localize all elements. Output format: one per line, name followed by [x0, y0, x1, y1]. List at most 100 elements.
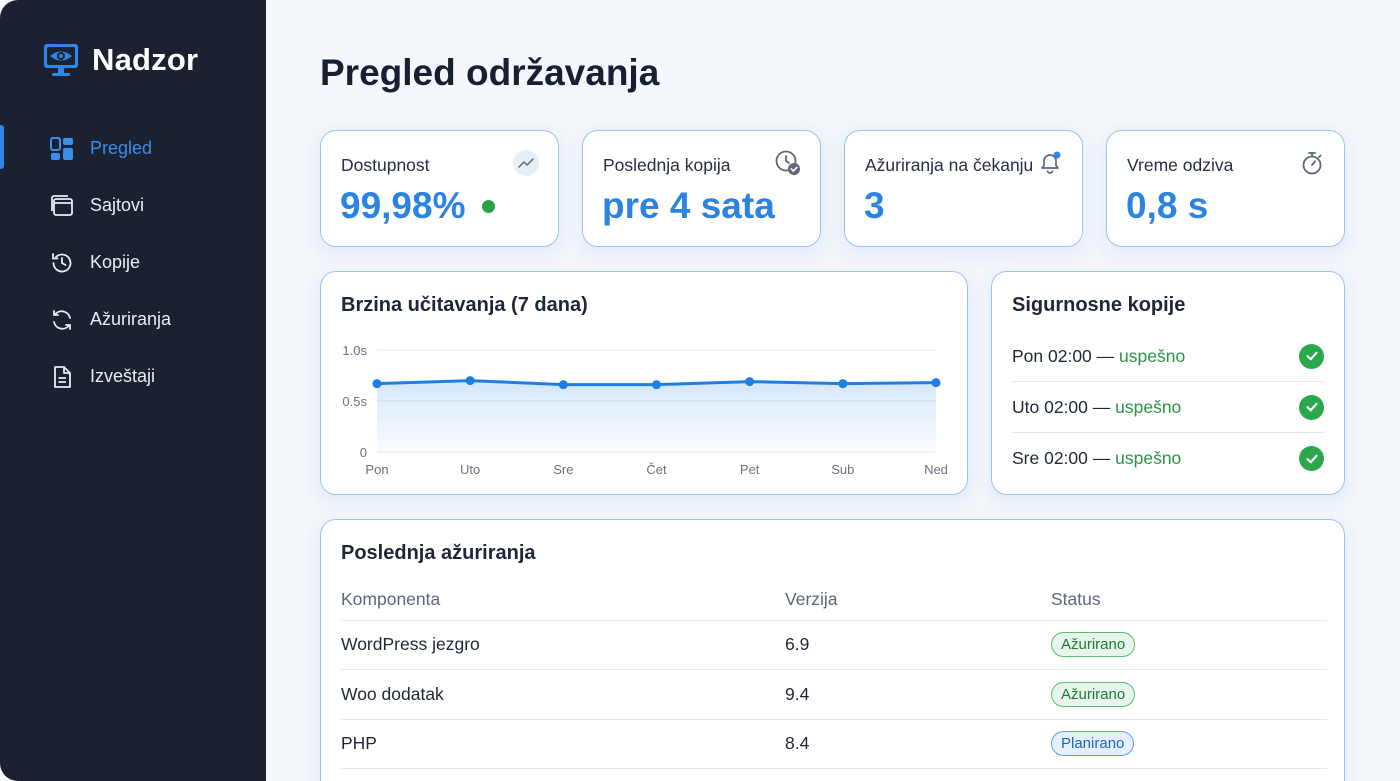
backup-status: uspešno [1115, 448, 1182, 468]
kpi-value: 0,8 s [1126, 185, 1209, 226]
x-tick-label: Uto [460, 462, 480, 477]
data-point [745, 377, 755, 387]
version-cell: 9.4 [785, 669, 1051, 720]
x-tick-label: Pet [740, 462, 760, 477]
chart-title: Brzina učitavanja (7 dana) [341, 294, 588, 316]
windows-icon [50, 194, 74, 218]
kpi-label: Vreme odziva [1127, 155, 1234, 175]
component-cell: Woo dodatak [341, 669, 785, 720]
data-point [931, 378, 941, 388]
kpi-label: Ažuriranja na čekanju [865, 155, 1034, 175]
updates-title: Poslednja ažuriranja [341, 542, 536, 564]
x-tick-label: Ned [924, 462, 948, 477]
y-tick-label: 0 [360, 445, 367, 460]
backup-row[interactable]: Uto 02:00 — uspešno [1012, 382, 1324, 433]
sidebar-item-label: Izveštaji [90, 366, 156, 386]
sidebar-item-azuriranja[interactable]: Ažuriranja [0, 291, 266, 348]
clock-check-icon [774, 149, 802, 177]
sidebar-item-izvestaji[interactable]: Izveštaji [0, 348, 266, 405]
backups-card: Sigurnosne kopije Pon 02:00 — uspešno Ut… [991, 271, 1345, 495]
brand-name: Nadzor [92, 42, 199, 77]
kpi-card-pending-updates: Ažuriranja na čekanju 3 [844, 130, 1083, 247]
status-badge: Ažurirano [1051, 681, 1136, 707]
kpi-value: 3 [864, 185, 885, 226]
sidebar-item-sajtovi[interactable]: Sajtovi [0, 177, 266, 234]
data-point [372, 379, 382, 389]
kpi-label: Dostupnost [341, 155, 430, 175]
status-badge: Ažurirano [1051, 632, 1136, 658]
status-cell: Ažurirano [1051, 620, 1327, 670]
bell-icon [1036, 149, 1064, 177]
kpi-value: pre 4 sata [602, 185, 775, 226]
kpi-label: Poslednja kopija [603, 155, 731, 175]
sidebar-item-label: Ažuriranja [90, 309, 172, 329]
table-row[interactable]: Woo dodatak 9.4 Ažurirano [341, 669, 1327, 720]
component-cell: WordPress jezgro [341, 620, 785, 670]
monitor-eye-icon [44, 44, 78, 76]
y-tick-label: 1.0s [342, 343, 367, 358]
column-header[interactable]: Komponenta [341, 586, 785, 621]
status-badge: Planirano [1051, 731, 1135, 757]
load-chart-card: Brzina učitavanja (7 dana) 0 0.5s 1.0s Pon U… [320, 271, 968, 495]
backup-row[interactable]: Sre 02:00 — uspešno [1012, 433, 1324, 484]
check-icon [1299, 394, 1324, 420]
data-point [652, 380, 661, 390]
kpi-card-last-backup: Poslednja kopija pre 4 sata [582, 130, 821, 247]
backup-time: Uto 02:00 — [1012, 396, 1111, 417]
trend-icon [512, 149, 540, 177]
x-tick-label: Čet [646, 462, 667, 477]
check-icon [1299, 446, 1324, 471]
column-header[interactable]: Verzija [785, 586, 1051, 621]
brand[interactable]: Nadzor [42, 42, 198, 78]
table-row[interactable]: PHP 8.4 Planirano [341, 719, 1327, 769]
load-chart: 0 0.5s 1.0s Pon Uto Sre Čet Pet Sub Ned [342, 343, 948, 477]
table-header-row: Komponenta Verzija Status [341, 586, 1327, 621]
backup-time: Sre 02:00 — [1012, 448, 1111, 468]
backup-text: Uto 02:00 — uspešno [1012, 397, 1181, 418]
version-cell: 6.9 [785, 620, 1051, 670]
status-cell: Planirano [1051, 719, 1327, 769]
check-icon [1299, 343, 1324, 369]
y-tick-label: 0.5s [342, 394, 367, 409]
data-point [558, 380, 568, 390]
sidebar-nav: Pregled Sajtovi [0, 120, 266, 405]
backup-time: Pon 02:00 — [1012, 345, 1115, 366]
stopwatch-icon [1298, 149, 1326, 177]
backup-row[interactable]: Pon 02:00 — uspešno [1012, 331, 1324, 382]
kpi-card-uptime: Dostupnost 99,98% [320, 130, 559, 247]
dashboard-icon [50, 136, 74, 161]
x-tick-label: Sre [553, 462, 573, 477]
refresh-icon [50, 308, 74, 332]
sidebar-item-label: Kopije [90, 252, 141, 272]
sidebar-item-label: Sajtovi [90, 195, 145, 215]
backups-title: Sigurnosne kopije [1012, 294, 1186, 316]
data-point [465, 376, 475, 386]
backup-status: uspešno [1115, 396, 1182, 417]
kpi-value: 99,98% [340, 185, 495, 227]
updates-card: Poslednja ažuriranja Komponenta Verzija … [320, 519, 1345, 781]
x-tick-label: Sub [831, 462, 854, 477]
version-cell: 8.4 [785, 719, 1051, 769]
column-header[interactable]: Status [1051, 586, 1327, 621]
sidebar-item-pregled[interactable]: Pregled [0, 120, 266, 177]
updates-table: Komponenta Verzija Status WordPress jezg… [341, 586, 1327, 769]
data-point [838, 379, 848, 389]
sidebar-item-kopije[interactable]: Kopije [0, 234, 266, 291]
component-cell: PHP [341, 719, 785, 769]
sidebar-item-label: Pregled [90, 138, 153, 158]
page-title: Pregled održavanja [320, 52, 660, 93]
table-row[interactable]: WordPress jezgro 6.9 Ažurirano [341, 620, 1327, 670]
kpi-value-text: 99,98% [340, 185, 466, 226]
backup-text: Sre 02:00 — uspešno [1012, 448, 1181, 469]
document-icon [50, 365, 74, 389]
status-cell: Ažurirano [1051, 669, 1327, 720]
kpi-card-response-time: Vreme odziva 0,8 s [1106, 130, 1345, 247]
backup-status: uspešno [1119, 345, 1186, 366]
sidebar: Nadzor Pregled [0, 0, 266, 781]
backup-text: Pon 02:00 — uspešno [1012, 346, 1185, 367]
series-area [377, 380, 936, 452]
status-dot [481, 199, 495, 213]
history-icon [50, 251, 74, 275]
x-tick-label: Pon [365, 462, 388, 477]
